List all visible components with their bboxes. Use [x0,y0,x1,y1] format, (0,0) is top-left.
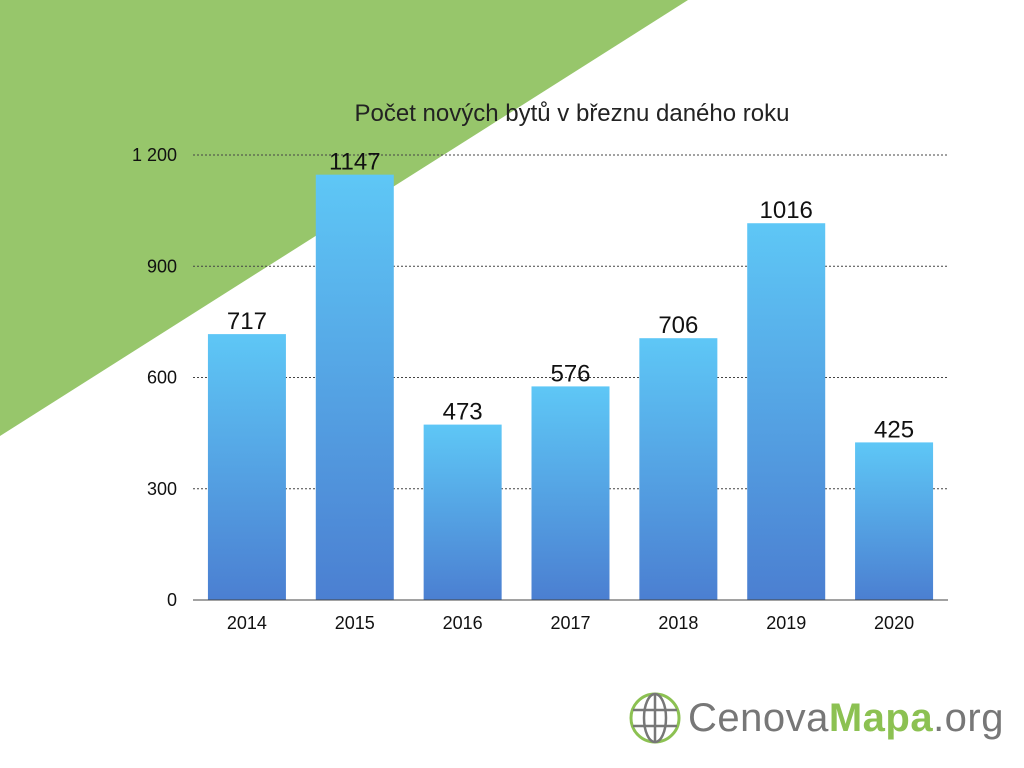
globe-icon [628,691,682,745]
data-labels: 717 1147 473 576 706 1016 425 [227,149,914,444]
data-label: 1016 [760,197,813,224]
x-tick-label: 2017 [550,613,590,633]
data-label: 717 [227,308,267,335]
bar-2016 [423,424,502,600]
bar-2014 [207,334,286,600]
data-label: 473 [443,399,483,426]
logo-text-strong: Mapa [828,695,934,740]
x-tick-label: 2014 [227,613,267,633]
bar-2018 [639,338,718,600]
x-tick-label: 2016 [443,613,483,633]
x-tick-label: 2020 [874,613,914,633]
data-label: 576 [550,360,590,387]
y-tick-label: 1 200 [132,145,177,165]
data-label: 425 [874,416,914,443]
bar-2017 [531,386,610,600]
cenovamapa-logo: CenovaMapa.org [628,683,1004,753]
data-label: 706 [658,312,698,339]
y-tick-label: 0 [167,590,177,610]
bar-2015 [315,174,394,600]
x-tick-label: 2018 [658,613,698,633]
logo-text-regular: Cenova [687,695,829,740]
y-tick-label: 900 [147,256,177,276]
x-tick-label: 2015 [335,613,375,633]
x-tick-label: 2019 [766,613,806,633]
bar-2020 [855,442,934,600]
y-tick-label: 600 [147,368,177,388]
y-axis-ticks: 0 300 600 900 1 200 [132,145,177,610]
logo-text-suffix: .org [933,695,1004,740]
bars [207,174,934,600]
bar-2019 [747,223,826,600]
y-tick-label: 300 [147,479,177,499]
logo-text: CenovaMapa.org [688,696,1004,741]
data-label: 1147 [329,149,381,176]
chart-title: Počet nových bytů v březnu daného roku [355,100,790,127]
x-axis-ticks: 2014 2015 2016 2017 2018 2019 2020 [227,613,914,633]
